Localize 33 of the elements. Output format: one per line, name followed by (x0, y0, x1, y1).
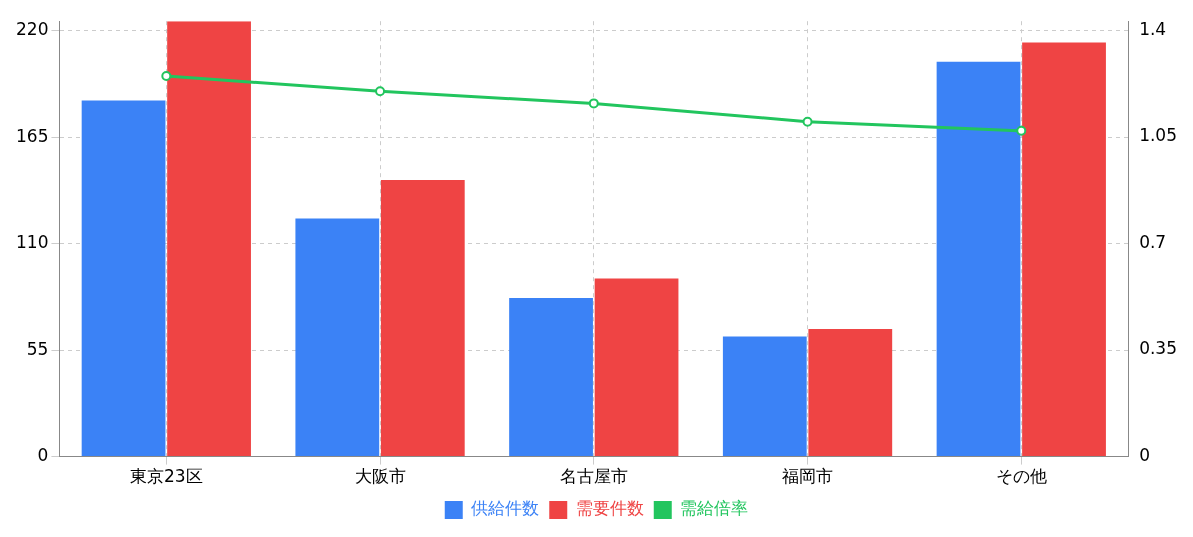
bar (936, 61, 1021, 457)
bar (808, 328, 893, 457)
point (802, 116, 813, 127)
y2-tick-label: 1.05 (1139, 125, 1178, 146)
x-tick-label: 大阪市 (354, 466, 406, 487)
point (1016, 125, 1027, 136)
point (588, 98, 599, 109)
bar (167, 21, 251, 457)
legend-label: 需要件数 (575, 498, 644, 519)
x-tick-label: 福岡市 (782, 466, 834, 487)
y-tick-label: 220 (15, 19, 49, 40)
bar (295, 218, 380, 457)
bar (81, 100, 166, 457)
legend-label: 供給件数 (471, 498, 540, 519)
point (161, 71, 172, 82)
y2-tick-label: 1.4 (1139, 18, 1167, 39)
y2-tick-label: 0 (1139, 445, 1150, 466)
y-tick-label: 165 (15, 125, 49, 146)
bar (509, 297, 593, 457)
y2-tick-label: 0.35 (1139, 338, 1178, 359)
y-tick-label: 110 (15, 232, 49, 253)
y-tick-label: 55 (26, 338, 49, 359)
y2-tick-label: 0.7 (1139, 231, 1167, 252)
point (375, 86, 386, 97)
x-tick-label: その他 (995, 466, 1047, 487)
bar (594, 278, 679, 457)
y-tick-label: 0 (37, 445, 49, 466)
x-tick-label: 東京23区 (130, 466, 203, 487)
x-tick-label: 名古屋市 (559, 466, 628, 487)
bar (380, 179, 465, 457)
bar (722, 336, 807, 457)
legend-label: 需給倍率 (680, 498, 749, 519)
bar (1022, 42, 1106, 457)
